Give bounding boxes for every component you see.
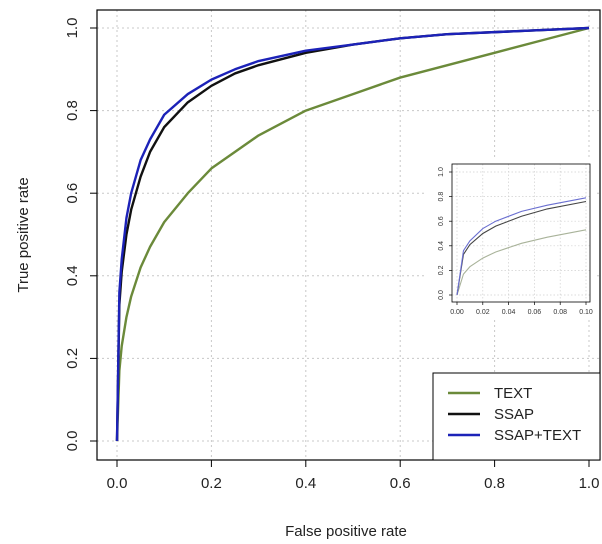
inset-y-tick-label: 0.8 [438,192,445,202]
legend-label-text: TEXT [494,385,532,402]
y-tick-label: 1.0 [64,18,81,39]
inset-background [425,158,597,318]
inset-y-tick-label: 0.6 [438,216,445,226]
inset-series-line-ssap [456,200,587,296]
inset-frame [451,163,591,303]
inset-y-tick-label: 0.2 [438,265,445,275]
inset-ticks: 0.00 0.02 0.04 0.06 0.08 0.10 0.0 0.2 0.4 0.6 0.8 1… [438,167,593,316]
x-tick-label: 0.0 [107,475,128,492]
y-tick-label: 0.0 [64,431,81,452]
legend-label-ssap-text: SSAP+TEXT [494,427,581,444]
inset-y-tick-label: 0.0 [438,290,445,300]
x-tick-label: 0.4 [295,475,316,492]
legend-box [432,372,601,461]
main-plot-frame [96,9,601,461]
y-tick-label: 0.8 [64,100,81,121]
x-tick-label: 0.8 [484,475,505,492]
x-tick-label: 0.2 [201,475,222,492]
x-axis-label: False positive rate [285,523,407,540]
inset-x-tick-label: 0.02 [476,309,490,316]
inset-chart: 0.00 0.02 0.04 0.06 0.08 0.10 0.0 0.2 0.4 0.6 0.8 1… [425,158,597,318]
inset-x-tick-label: 0.10 [579,309,593,316]
main-series [115,26,590,442]
legend-label-ssap: SSAP [494,406,534,423]
inset-y-tick-label: 0.4 [438,241,445,251]
inset-x-tick-label: 0.06 [528,309,542,316]
inset-series-line-ssap-text [456,197,587,296]
inset-x-tick-label: 0.08 [553,309,567,316]
y-tick-label: 0.6 [64,183,81,204]
series-line-text [115,26,590,442]
x-tick-label: 0.6 [390,475,411,492]
y-tick-label: 0.2 [64,348,81,369]
series-line-ssap-text [115,26,590,442]
inset-series [456,197,587,296]
x-tick-label: 1.0 [579,475,600,492]
y-axis-label: True positive rate [15,177,32,292]
inset-series-line-text [456,229,587,296]
main-ticks: 0.0 0.2 0.4 0.6 0.8 1.0 0.0 0.2 0.4 0.6 0.8 1.0 [64,18,599,492]
inset-y-tick-label: 1.0 [438,167,445,177]
inset-x-tick-label: 0.00 [450,309,464,316]
inset-x-tick-label: 0.04 [502,309,516,316]
y-tick-label: 0.4 [64,265,81,286]
legend: TEXT SSAP SSAP+TEXT [432,372,601,461]
